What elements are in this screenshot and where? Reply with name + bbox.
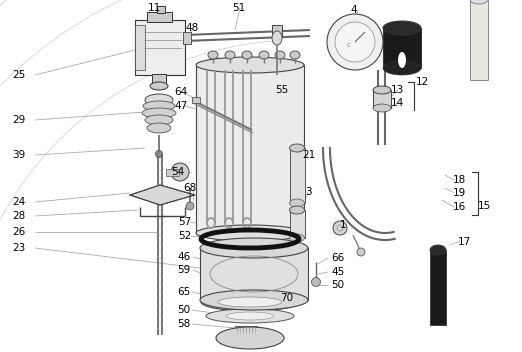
Ellipse shape bbox=[196, 225, 304, 241]
Bar bbox=[272, 25, 282, 37]
Text: 11: 11 bbox=[148, 3, 161, 13]
Text: 50: 50 bbox=[331, 280, 344, 290]
Ellipse shape bbox=[216, 327, 284, 349]
Text: 66: 66 bbox=[331, 253, 344, 263]
Text: 4: 4 bbox=[350, 5, 357, 15]
Bar bbox=[192, 97, 200, 103]
Bar bbox=[147, 12, 172, 22]
Text: 23: 23 bbox=[12, 243, 25, 253]
Ellipse shape bbox=[470, 0, 488, 4]
Ellipse shape bbox=[145, 94, 173, 106]
Text: 70: 70 bbox=[280, 293, 293, 303]
Bar bbox=[196, 65, 304, 233]
Text: 54: 54 bbox=[171, 167, 184, 177]
Ellipse shape bbox=[398, 52, 406, 68]
Ellipse shape bbox=[290, 206, 304, 214]
Text: 65: 65 bbox=[177, 287, 190, 297]
Circle shape bbox=[312, 277, 321, 287]
Text: 50: 50 bbox=[177, 305, 190, 315]
Ellipse shape bbox=[200, 290, 308, 310]
Ellipse shape bbox=[201, 293, 299, 311]
Ellipse shape bbox=[290, 51, 300, 59]
Ellipse shape bbox=[242, 51, 252, 59]
Text: 45: 45 bbox=[331, 267, 344, 277]
Ellipse shape bbox=[196, 57, 304, 73]
Text: 52: 52 bbox=[178, 231, 191, 241]
Text: 12: 12 bbox=[416, 77, 429, 87]
Bar bbox=[183, 32, 191, 44]
Ellipse shape bbox=[383, 61, 421, 75]
Text: 21: 21 bbox=[302, 150, 315, 160]
Ellipse shape bbox=[142, 108, 176, 118]
Circle shape bbox=[335, 22, 375, 62]
Bar bbox=[373, 90, 391, 108]
Ellipse shape bbox=[373, 86, 391, 94]
Bar bbox=[290, 210, 305, 238]
Bar bbox=[152, 74, 166, 86]
Bar bbox=[470, 0, 488, 80]
Bar bbox=[200, 248, 308, 300]
Text: 25: 25 bbox=[12, 70, 25, 80]
Bar bbox=[290, 148, 305, 203]
Ellipse shape bbox=[290, 234, 304, 242]
Text: c: c bbox=[347, 42, 351, 48]
Bar bbox=[135, 20, 185, 75]
Circle shape bbox=[327, 14, 383, 70]
Text: 13: 13 bbox=[391, 85, 404, 95]
Ellipse shape bbox=[143, 101, 175, 111]
Text: 3: 3 bbox=[305, 187, 312, 197]
Circle shape bbox=[171, 163, 189, 181]
Bar bbox=[135, 25, 145, 70]
Text: 64: 64 bbox=[174, 87, 187, 97]
Ellipse shape bbox=[218, 297, 282, 307]
Polygon shape bbox=[130, 185, 195, 205]
Text: 48: 48 bbox=[185, 23, 198, 33]
Bar bbox=[235, 326, 257, 334]
Text: 26: 26 bbox=[12, 227, 25, 237]
Text: 68: 68 bbox=[183, 183, 196, 193]
Text: 55: 55 bbox=[275, 85, 288, 95]
Circle shape bbox=[156, 151, 162, 157]
Ellipse shape bbox=[430, 245, 446, 255]
Text: 39: 39 bbox=[12, 150, 25, 160]
Text: 1: 1 bbox=[340, 220, 347, 230]
Text: 16: 16 bbox=[453, 202, 466, 212]
Text: 59: 59 bbox=[177, 265, 190, 275]
Ellipse shape bbox=[272, 31, 282, 45]
Text: 14: 14 bbox=[391, 98, 404, 108]
Circle shape bbox=[357, 248, 365, 256]
Ellipse shape bbox=[150, 82, 168, 90]
Bar bbox=[383, 28, 421, 68]
Text: 57: 57 bbox=[178, 217, 191, 227]
Text: 24: 24 bbox=[12, 197, 25, 207]
Text: 51: 51 bbox=[232, 3, 245, 13]
Ellipse shape bbox=[259, 51, 269, 59]
Text: 29: 29 bbox=[12, 115, 25, 125]
Bar bbox=[166, 169, 179, 176]
Ellipse shape bbox=[208, 51, 218, 59]
Text: 17: 17 bbox=[458, 237, 471, 247]
Bar bbox=[157, 6, 165, 13]
Ellipse shape bbox=[225, 51, 235, 59]
Text: 19: 19 bbox=[453, 188, 466, 198]
Bar bbox=[430, 250, 446, 325]
Text: 28: 28 bbox=[12, 211, 25, 221]
Text: 18: 18 bbox=[453, 175, 466, 185]
Ellipse shape bbox=[226, 312, 274, 320]
Ellipse shape bbox=[383, 21, 421, 35]
Ellipse shape bbox=[147, 123, 171, 133]
Circle shape bbox=[333, 221, 347, 235]
Ellipse shape bbox=[206, 309, 294, 323]
Circle shape bbox=[186, 202, 194, 210]
Text: 47: 47 bbox=[174, 101, 187, 111]
Ellipse shape bbox=[290, 199, 304, 207]
Ellipse shape bbox=[200, 238, 308, 258]
Ellipse shape bbox=[373, 104, 391, 112]
Ellipse shape bbox=[290, 144, 304, 152]
Ellipse shape bbox=[145, 115, 173, 125]
Text: 15: 15 bbox=[478, 201, 491, 211]
Ellipse shape bbox=[275, 51, 285, 59]
Text: 46: 46 bbox=[177, 252, 190, 262]
Text: 58: 58 bbox=[177, 319, 190, 329]
